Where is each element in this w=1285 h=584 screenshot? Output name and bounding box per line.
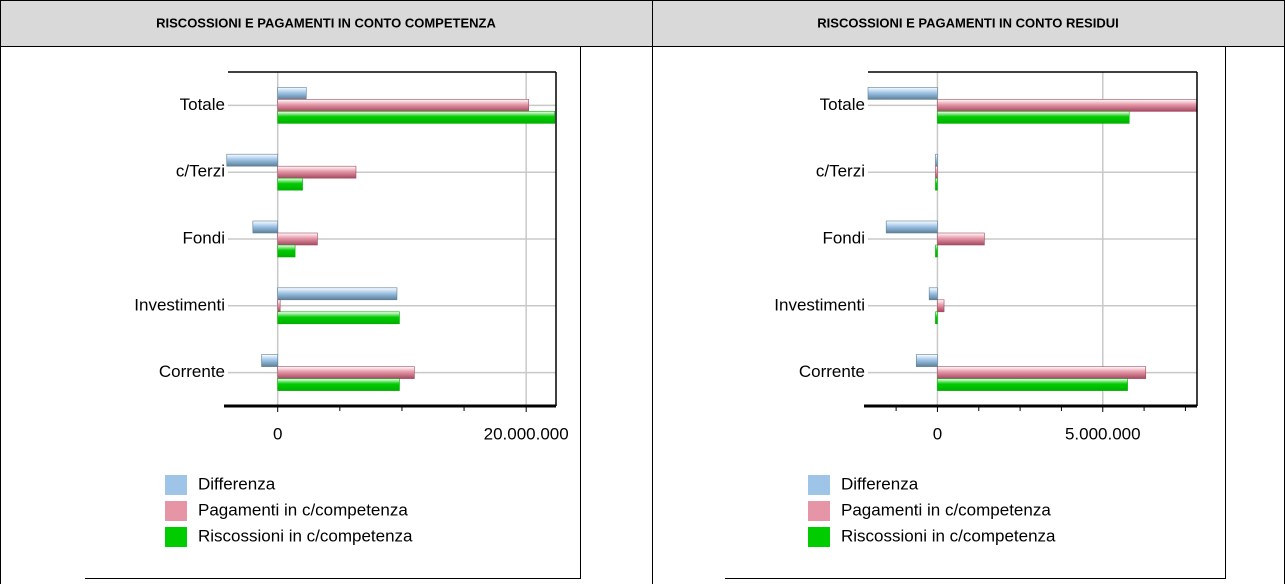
- bar: [937, 366, 1147, 379]
- bar: [277, 165, 357, 179]
- bar: [937, 99, 1197, 112]
- bar: [935, 153, 938, 167]
- legend-label: Pagamenti in c/competenza: [841, 500, 1051, 519]
- chart-title: RISCOSSIONI E PAGAMENTI IN CONTO RESIDUI: [817, 15, 1118, 30]
- x-tick-label: 5.000.000: [1065, 424, 1141, 443]
- legend-label: Riscossioni in c/competenza: [841, 526, 1056, 545]
- x-tick-label: 0: [273, 424, 282, 443]
- y-tick-label: Totale: [820, 95, 865, 114]
- bar: [277, 311, 400, 325]
- bar: [937, 378, 1128, 391]
- y-tick-label: Totale: [180, 95, 225, 114]
- bar: [885, 220, 938, 234]
- bar: [277, 232, 318, 246]
- legend-label: Differenza: [198, 474, 276, 493]
- legend-swatch: [165, 475, 187, 495]
- y-tick-label: c/Terzi: [176, 162, 225, 181]
- bar: [226, 153, 278, 167]
- y-tick-label: c/Terzi: [816, 162, 865, 181]
- bar: [937, 111, 1130, 124]
- chart-title: RISCOSSIONI E PAGAMENTI IN CONTO COMPETE…: [156, 15, 496, 30]
- bar: [935, 177, 938, 191]
- y-tick-label: Investimenti: [134, 295, 225, 314]
- bar: [277, 366, 415, 379]
- bar: [867, 87, 938, 100]
- legend-swatch: [808, 527, 830, 547]
- bar: [261, 354, 278, 367]
- x-tick-label: 20.000.000: [484, 424, 569, 443]
- y-tick-label: Corrente: [799, 362, 865, 381]
- y-tick-label: Corrente: [159, 362, 225, 381]
- bar: [277, 111, 556, 124]
- bar: [277, 299, 281, 313]
- header-row: [0, 0, 1285, 47]
- y-tick-label: Fondi: [182, 228, 225, 247]
- legend-label: Pagamenti in c/competenza: [198, 500, 408, 519]
- bar: [935, 244, 938, 258]
- bar: [277, 99, 529, 112]
- legend-label: Differenza: [841, 474, 919, 493]
- y-tick-label: Fondi: [822, 228, 865, 247]
- legend-swatch: [165, 501, 187, 521]
- legend-swatch: [165, 527, 187, 547]
- bar: [252, 220, 278, 234]
- bar: [935, 311, 938, 325]
- y-tick-label: Investimenti: [774, 295, 865, 314]
- bar: [937, 299, 945, 313]
- bar: [928, 287, 938, 301]
- bar: [935, 165, 938, 179]
- legend-swatch: [808, 475, 830, 495]
- bar: [915, 354, 938, 367]
- bar: [277, 244, 296, 258]
- legend-swatch: [808, 501, 830, 521]
- bar: [277, 177, 303, 191]
- bar: [937, 232, 985, 246]
- legend-label: Riscossioni in c/competenza: [198, 526, 413, 545]
- bar: [277, 378, 400, 391]
- bar: [277, 87, 307, 100]
- bar: [277, 287, 398, 301]
- x-tick-label: 0: [933, 424, 942, 443]
